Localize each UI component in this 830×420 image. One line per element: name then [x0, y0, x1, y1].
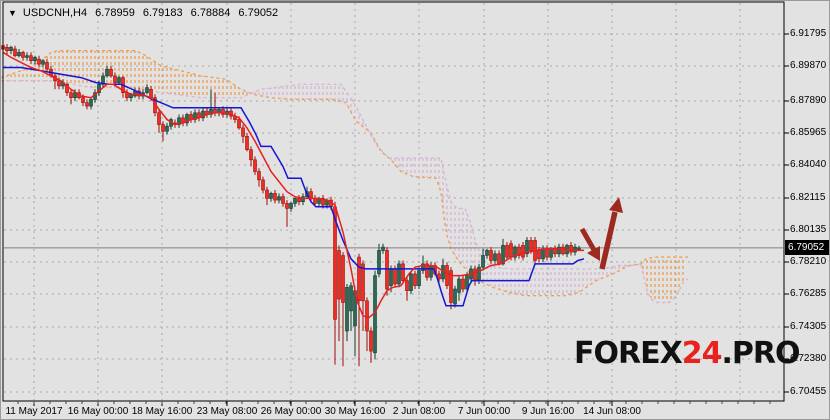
price-axis-label: 6.74305	[790, 321, 827, 332]
price-axis-label: 6.84040	[790, 159, 827, 170]
watermark-forex: FOREX	[574, 336, 683, 371]
ohlc-high: 6.79183	[142, 7, 183, 19]
ohlc-close: 6.79052	[238, 7, 279, 19]
tenkan-sen-line	[2, 51, 584, 319]
ohlc-open: 6.78959	[95, 7, 135, 19]
senkou-span-b-line	[1, 80, 689, 304]
price-axis-label: 6.76285	[790, 288, 827, 299]
price-axis-label: 6.85965	[790, 127, 827, 138]
time-axis-label: 23 May 08:00	[196, 406, 258, 417]
price-axis-label: 6.87890	[790, 95, 827, 106]
price-axis-label: 6.78210	[790, 256, 827, 267]
trend-arrow-down-head	[587, 246, 600, 261]
trend-arrow-down	[579, 227, 597, 252]
price-axis-label: 6.70455	[790, 386, 827, 397]
watermark-24: 24	[681, 336, 723, 371]
ichimoku-cloud	[251, 84, 641, 296]
price-axis-label: 6.89870	[790, 60, 827, 71]
forex24pro-watermark: FOREX24.PRO	[574, 336, 800, 371]
symbol-dropdown-icon[interactable]: ▼	[8, 7, 17, 18]
price-axis-label: 6.72380	[790, 353, 827, 364]
price-axis-label: 6.80135	[790, 224, 827, 235]
time-axis-label: 7 Jun 00:00	[457, 406, 511, 417]
chart-title-bar: ▼ USDCNH,H4 6.78959 6.79183 6.78884 6.79…	[8, 7, 278, 19]
trend-arrow-up	[599, 211, 618, 270]
time-axis-label: 16 May 00:00	[67, 406, 129, 417]
senkou-span-a-line	[1, 50, 688, 297]
plot-frame	[2, 1, 785, 402]
symbol-timeframe-label: USDCNH,H4	[22, 7, 88, 19]
time-axis-label: 18 May 16:00	[131, 406, 193, 417]
time-axis-label: 2 Jun 08:00	[392, 406, 446, 417]
time-axis-label: 9 Jun 16:00	[521, 406, 575, 417]
time-axis-label: 30 May 16:00	[324, 406, 386, 417]
ichimoku-cloud	[1, 50, 250, 98]
ichimoku-cloud	[641, 257, 686, 303]
time-axis-label: 26 May 00:00	[260, 406, 322, 417]
ohlc-low: 6.78884	[190, 7, 231, 19]
price-axis-label: 6.91795	[790, 28, 827, 39]
watermark-pro: .PRO	[721, 336, 800, 371]
time-axis-label: 11 May 2017	[5, 406, 63, 417]
trend-arrow-up-head	[609, 197, 623, 213]
current-price-tag: 6.79052	[785, 240, 829, 255]
time-axis-label: 14 Jun 08:00	[583, 406, 641, 417]
kijun-sen-line	[3, 66, 585, 307]
price-axis-label: 6.82115	[790, 192, 826, 203]
